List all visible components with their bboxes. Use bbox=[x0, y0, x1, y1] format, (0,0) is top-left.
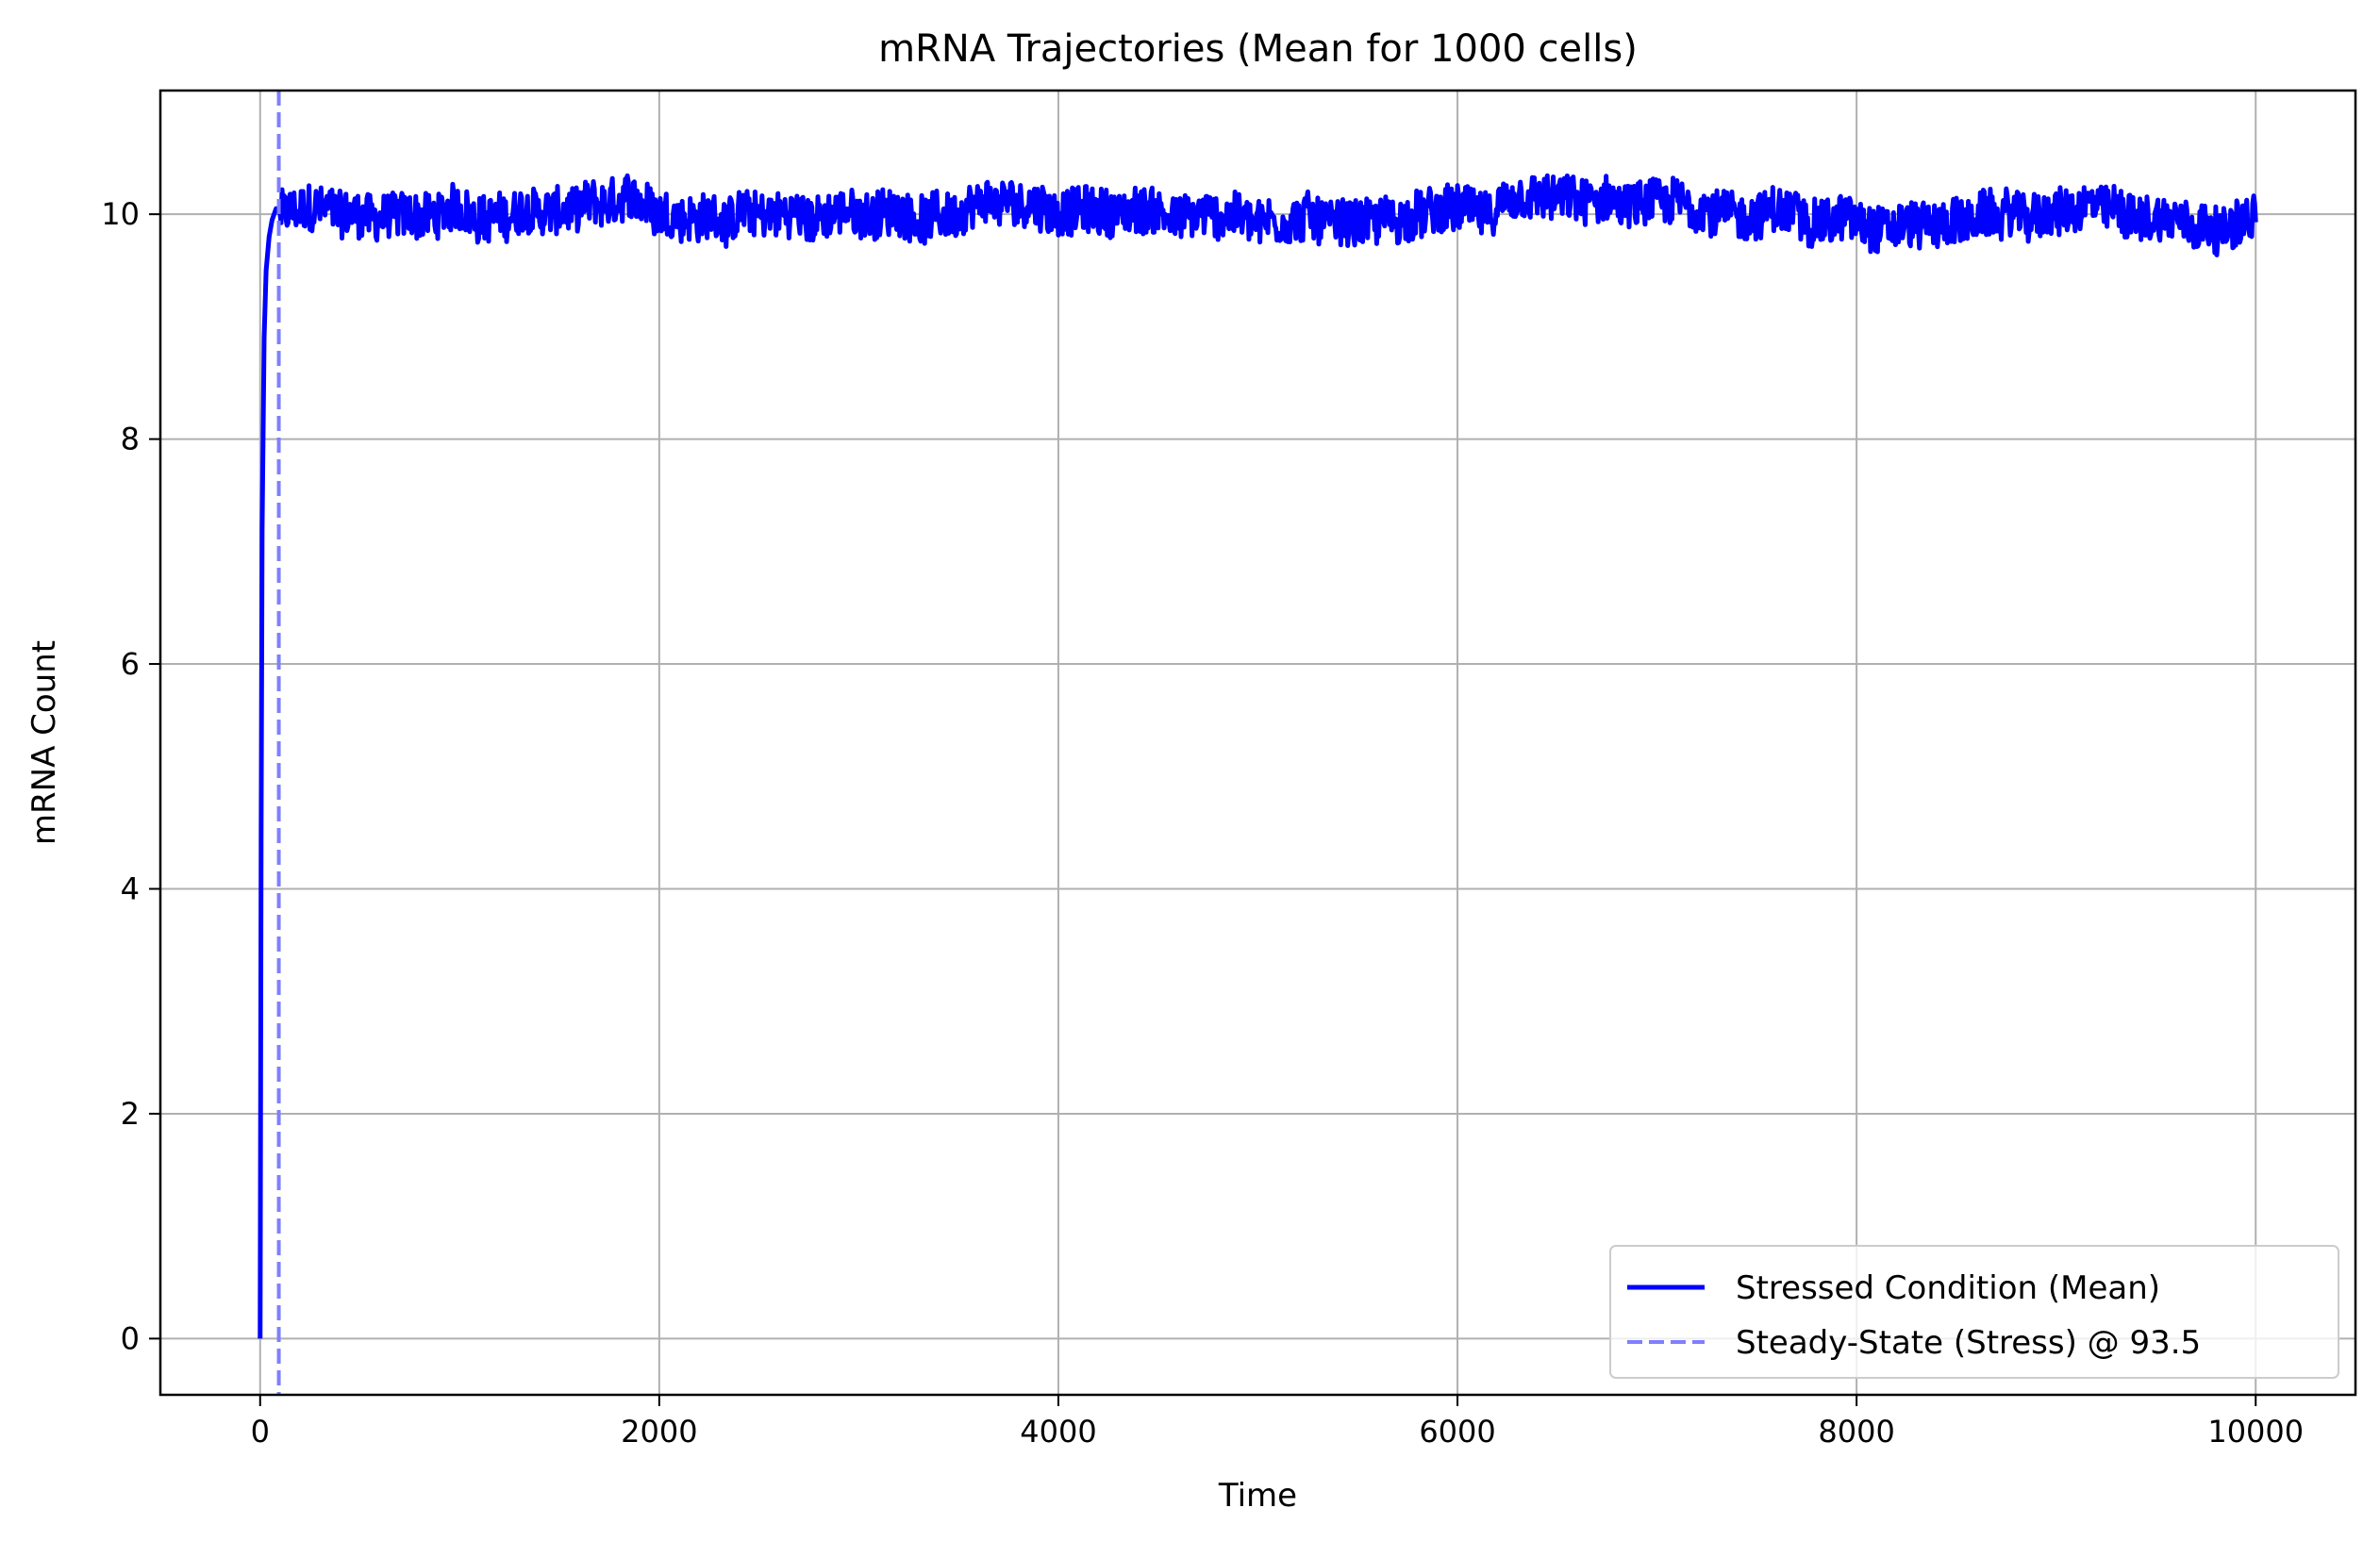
y-tick-label: 2 bbox=[121, 1096, 140, 1132]
plot-area bbox=[160, 91, 2355, 1395]
series-layer bbox=[258, 91, 2258, 1395]
x-tick-label: 10000 bbox=[2207, 1414, 2304, 1450]
y-tick-label: 10 bbox=[101, 196, 140, 232]
y-axis-label: mRNA Count bbox=[25, 640, 63, 845]
x-tick-label: 6000 bbox=[1419, 1414, 1495, 1450]
legend: Stressed Condition (Mean) Steady-State (… bbox=[1609, 1245, 2339, 1379]
ticks: 0 2000 4000 6000 8000 10000 0 2 4 6 8 10 bbox=[101, 196, 2304, 1450]
legend-label-steady-state: Steady-State (Stress) @ 93.5 bbox=[1736, 1324, 2201, 1362]
y-tick-label: 8 bbox=[121, 422, 140, 457]
legend-box bbox=[1609, 1245, 2339, 1379]
y-tick-label: 6 bbox=[121, 646, 140, 682]
x-axis-label: Time bbox=[1218, 1477, 1297, 1515]
y-tick-label: 4 bbox=[121, 870, 140, 906]
legend-label-stressed-condition: Stressed Condition (Mean) bbox=[1736, 1269, 2160, 1307]
y-tick-label: 0 bbox=[121, 1320, 140, 1356]
plot-frame bbox=[158, 89, 2357, 1397]
x-tick-label: 0 bbox=[251, 1414, 270, 1450]
x-tick-label: 8000 bbox=[1818, 1414, 1894, 1450]
x-tick-label: 4000 bbox=[1020, 1414, 1096, 1450]
x-tick-label: 2000 bbox=[621, 1414, 697, 1450]
chart-title: mRNA Trajectories (Mean for 1000 cells) bbox=[878, 27, 1638, 71]
series-line-stressed-condition bbox=[258, 173, 2258, 1339]
